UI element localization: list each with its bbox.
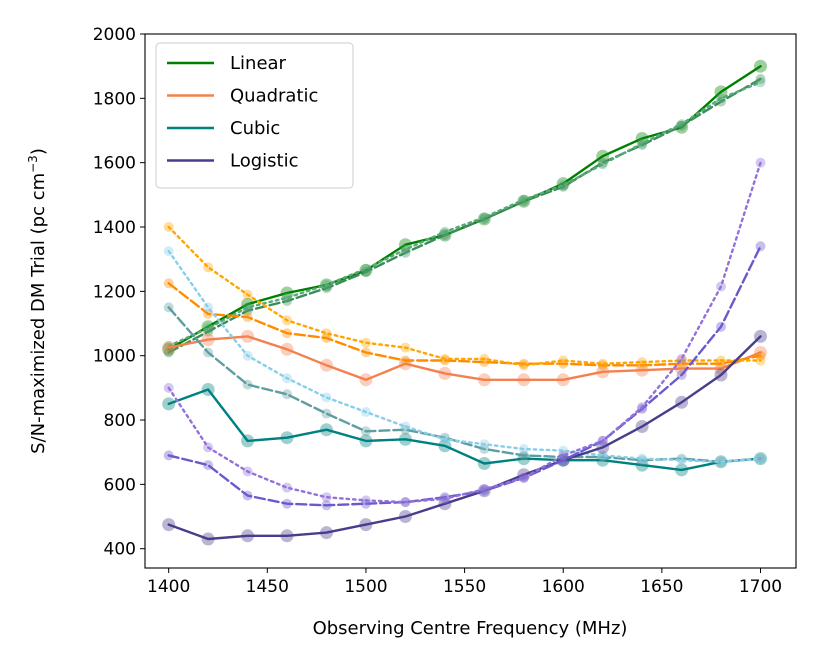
series-linear-dotted	[163, 77, 766, 351]
x-tick-label: 1550	[443, 577, 486, 597]
data-point	[479, 212, 490, 223]
y-tick-label: 400	[104, 540, 136, 560]
series-line	[167, 77, 762, 354]
legend-label-cubic: Cubic	[230, 118, 280, 139]
series-line	[167, 282, 762, 367]
series-quadratic-dotted	[163, 222, 766, 371]
series-line	[167, 161, 762, 504]
legend: Linear Quadratic Cubic Logistic	[155, 42, 354, 189]
x-tick-label: 1500	[344, 577, 387, 597]
data-point	[321, 328, 332, 339]
data-point	[755, 453, 766, 464]
data-point	[558, 180, 569, 191]
data-point	[282, 482, 292, 493]
data-point	[637, 453, 648, 464]
series-line	[167, 81, 762, 348]
x-tick-label: 1600	[542, 577, 585, 597]
y-axis-label: S/N-maximized DM Trial (pc cm−3)	[26, 148, 49, 454]
x-tick-label: 1400	[147, 577, 190, 597]
plot-frame	[144, 33, 797, 569]
legend-label-logistic: Logistic	[230, 151, 298, 172]
series-line	[167, 335, 762, 541]
data-point	[597, 450, 608, 461]
x-tick-label: 1450	[246, 577, 289, 597]
data-point	[597, 358, 608, 369]
series-line	[167, 335, 762, 381]
legend-label-quadratic: Quadratic	[230, 86, 318, 107]
series-logistic-solid	[162, 329, 767, 546]
data-point	[597, 159, 608, 170]
data-point	[755, 241, 766, 252]
y-tick-label: 800	[104, 411, 136, 431]
legend-label-linear: Linear	[230, 53, 287, 74]
series-quadratic-dashed	[163, 278, 766, 371]
y-tick-label: 1400	[93, 218, 136, 238]
data-point	[282, 292, 292, 303]
y-tick-label: 2000	[93, 25, 136, 45]
x-axis-label: Observing Centre Frequency (MHz)	[313, 618, 628, 639]
series-line	[167, 306, 762, 463]
y-tick-label: 1800	[93, 89, 136, 109]
x-tick-label: 1700	[739, 577, 782, 597]
series-line	[167, 225, 762, 367]
series-cubic-dotted	[163, 246, 766, 467]
y-tick-label: 1600	[93, 154, 136, 174]
data-point	[203, 323, 214, 334]
series-layer	[162, 59, 767, 546]
data-point	[360, 263, 371, 274]
y-tick-label: 1200	[93, 282, 136, 302]
data-point	[518, 360, 529, 371]
y-tick-label: 600	[104, 475, 136, 495]
series-logistic-dotted	[163, 157, 766, 508]
series-line	[167, 388, 762, 472]
y-tick-label: 1000	[93, 347, 136, 367]
legend-box	[155, 42, 354, 189]
data-point	[755, 77, 766, 88]
ticks-layer: 1400 1450 1500 1550 1600 1650 1700 400 600 800 100…	[93, 25, 782, 597]
data-point	[558, 355, 569, 366]
series-quadratic-solid	[162, 329, 767, 387]
data-point	[558, 450, 569, 461]
series-line	[167, 249, 762, 463]
x-tick-label: 1650	[640, 577, 683, 597]
